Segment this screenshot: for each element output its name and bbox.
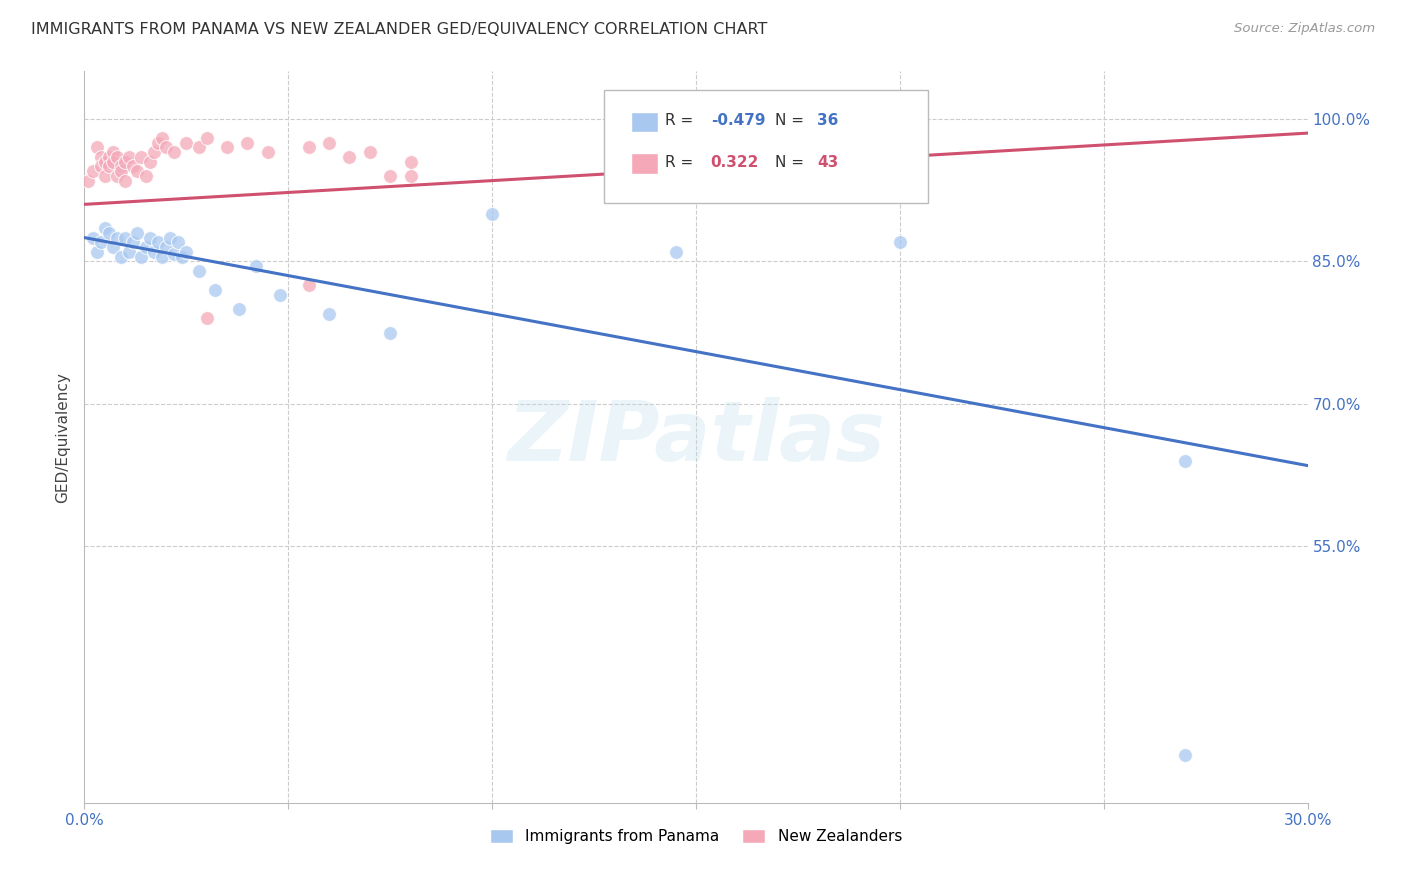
Text: N =: N =: [776, 154, 810, 169]
Point: [101, 240, 124, 254]
Point: [122, 159, 145, 173]
Point: [118, 150, 141, 164]
FancyBboxPatch shape: [605, 90, 928, 203]
Point: [90, 150, 112, 164]
Point: [114, 230, 136, 244]
Point: [114, 173, 136, 187]
Point: [105, 230, 128, 244]
Point: [318, 307, 340, 321]
Point: [93, 169, 115, 183]
Point: [118, 244, 141, 259]
Point: [97, 226, 120, 240]
Text: 36: 36: [817, 113, 838, 128]
Point: [187, 140, 209, 154]
Point: [217, 140, 239, 154]
Point: [481, 207, 503, 221]
Point: [163, 145, 186, 160]
Point: [146, 235, 169, 250]
Point: [163, 246, 186, 260]
Point: [105, 169, 128, 183]
Point: [82, 230, 104, 244]
Point: [150, 250, 173, 264]
Point: [150, 131, 173, 145]
Point: [82, 164, 104, 178]
Point: [380, 169, 402, 183]
Text: 0.322: 0.322: [710, 154, 759, 169]
Point: [889, 235, 911, 250]
Point: [359, 145, 381, 160]
Point: [155, 240, 177, 254]
Point: [204, 283, 226, 297]
Point: [93, 221, 115, 235]
Point: [195, 131, 218, 145]
Point: [110, 159, 132, 173]
Point: [269, 287, 291, 301]
Point: [245, 259, 267, 273]
Point: [131, 150, 153, 164]
Point: [155, 140, 177, 154]
Point: [101, 145, 124, 160]
Bar: [631, 112, 658, 132]
Point: [114, 154, 136, 169]
Point: [318, 136, 340, 150]
Text: N =: N =: [776, 113, 810, 128]
Point: [105, 150, 128, 164]
Point: [298, 278, 321, 293]
Point: [142, 244, 165, 259]
Point: [110, 250, 132, 264]
Point: [97, 159, 120, 173]
Text: -0.479: -0.479: [710, 113, 765, 128]
Point: [101, 154, 124, 169]
Point: [135, 240, 157, 254]
Point: [339, 150, 361, 164]
Text: R =: R =: [665, 154, 703, 169]
Point: [127, 164, 149, 178]
Point: [97, 150, 120, 164]
Point: [174, 136, 197, 150]
Bar: [631, 153, 658, 174]
Point: [167, 235, 190, 250]
Text: ZIPatlas: ZIPatlas: [508, 397, 884, 477]
Point: [236, 136, 259, 150]
Text: IMMIGRANTS FROM PANAMA VS NEW ZEALANDER GED/EQUIVALENCY CORRELATION CHART: IMMIGRANTS FROM PANAMA VS NEW ZEALANDER …: [31, 22, 768, 37]
Point: [380, 326, 402, 340]
Point: [142, 145, 165, 160]
Text: 43: 43: [817, 154, 838, 169]
Point: [399, 154, 422, 169]
Point: [399, 169, 422, 183]
Text: Source: ZipAtlas.com: Source: ZipAtlas.com: [1234, 22, 1375, 36]
Point: [298, 140, 321, 154]
Text: R =: R =: [665, 113, 699, 128]
Point: [146, 136, 169, 150]
Point: [228, 301, 250, 316]
Point: [138, 154, 160, 169]
Point: [172, 250, 194, 264]
Point: [131, 250, 153, 264]
Point: [195, 311, 218, 326]
Point: [138, 230, 160, 244]
Y-axis label: GED/Equivalency: GED/Equivalency: [55, 372, 70, 502]
Point: [159, 230, 181, 244]
Point: [122, 235, 145, 250]
Point: [77, 173, 100, 187]
Point: [86, 140, 108, 154]
Point: [665, 244, 688, 259]
Point: [93, 154, 115, 169]
Point: [127, 226, 149, 240]
Point: [110, 164, 132, 178]
Point: [90, 235, 112, 250]
Point: [1174, 454, 1197, 468]
Point: [135, 169, 157, 183]
Legend: Immigrants from Panama, New Zealanders: Immigrants from Panama, New Zealanders: [484, 822, 908, 850]
Point: [187, 264, 209, 278]
Point: [86, 244, 108, 259]
Point: [1174, 748, 1197, 763]
Point: [90, 159, 112, 173]
Point: [174, 244, 197, 259]
Point: [257, 145, 280, 160]
